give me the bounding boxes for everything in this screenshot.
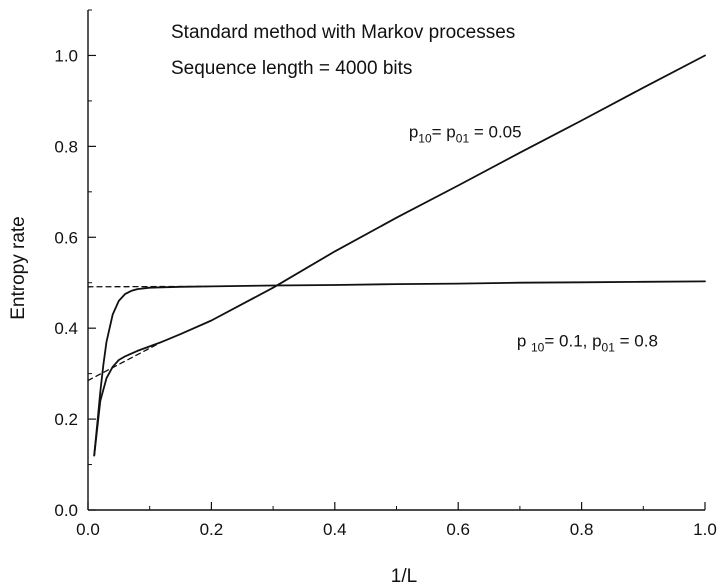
annotation-1: p 10= 0.1, p01 = 0.8 bbox=[517, 331, 658, 354]
x-tick-label: 0.8 bbox=[570, 520, 594, 539]
annotation-subscript: 10 bbox=[418, 131, 432, 145]
chart-subtitle: Sequence length = 4000 bits bbox=[171, 58, 412, 79]
annotation-text: = 0.1, p bbox=[544, 331, 601, 350]
annotation-text: = p bbox=[432, 122, 456, 141]
x-tick-label: 0.6 bbox=[446, 520, 470, 539]
annotation-text: p bbox=[409, 122, 418, 141]
y-tick-label: 0.6 bbox=[54, 228, 78, 247]
annotations: p10= p01 = 0.05p 10= 0.1, p01 = 0.8 bbox=[409, 122, 658, 354]
dashed-line-3 bbox=[87, 341, 163, 382]
annotation-text: p bbox=[517, 331, 531, 350]
x-tick-label: 0.2 bbox=[200, 520, 224, 539]
annotation-0: p10= p01 = 0.05 bbox=[409, 122, 522, 145]
y-axis-label: Entropy rate bbox=[8, 216, 29, 320]
series-line-0 bbox=[93, 54, 706, 457]
x-tick-label: 0.4 bbox=[323, 520, 347, 539]
x-tick-label: 1.0 bbox=[693, 520, 717, 539]
y-tick-label: 0.2 bbox=[54, 410, 78, 429]
y-tick-label: 0.8 bbox=[54, 137, 78, 156]
annotation-text: = 0.05 bbox=[469, 122, 521, 141]
annotation-subscript: 10 bbox=[531, 340, 545, 354]
chart-title: Standard method with Markov processes bbox=[171, 22, 515, 43]
y-tick-label: 1.0 bbox=[54, 46, 78, 65]
y-tick-label: 0.0 bbox=[54, 501, 78, 520]
y-tick-label: 0.4 bbox=[54, 319, 78, 338]
annotation-subscript: 01 bbox=[456, 131, 470, 145]
x-tick-label: 0.0 bbox=[76, 520, 100, 539]
annotation-subscript: 01 bbox=[602, 340, 616, 354]
axes: 0.0 0.2 0.4 0.6 0.8 1.0 0.0 0.2 0.4 0.6 0.8 1.0 bbox=[54, 9, 717, 539]
series-line-1 bbox=[93, 280, 706, 457]
series-layer bbox=[87, 54, 706, 457]
x-axis-label: 1/L bbox=[391, 566, 417, 587]
annotation-text: = 0.8 bbox=[615, 331, 658, 350]
